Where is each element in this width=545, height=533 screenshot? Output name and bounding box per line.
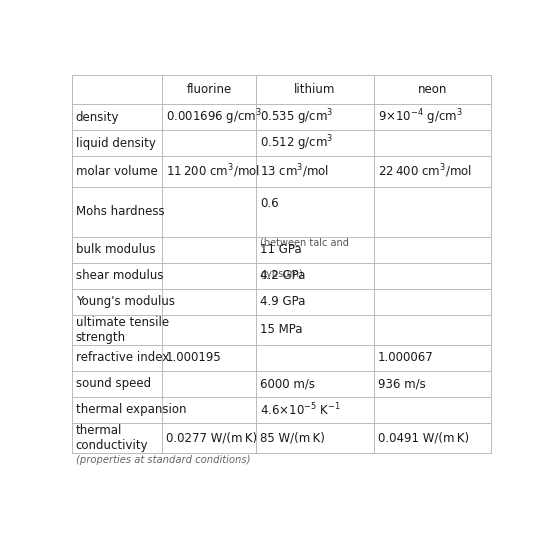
Text: 0.0277 W/(m K): 0.0277 W/(m K) <box>166 431 257 445</box>
Text: 4.9 GPa: 4.9 GPa <box>261 295 306 308</box>
Text: 0.512 g/cm$^3$: 0.512 g/cm$^3$ <box>261 134 334 153</box>
Text: lithium: lithium <box>294 84 336 96</box>
Text: 1.000067: 1.000067 <box>378 351 434 365</box>
Text: conductivity: conductivity <box>76 439 148 452</box>
Text: 15 MPa: 15 MPa <box>261 323 303 336</box>
Text: 13 cm$^3$/mol: 13 cm$^3$/mol <box>261 163 329 180</box>
Text: 4.2 GPa: 4.2 GPa <box>261 269 306 282</box>
Text: refractive index: refractive index <box>76 351 169 365</box>
Text: 1.000195: 1.000195 <box>166 351 222 365</box>
Text: (properties at standard conditions): (properties at standard conditions) <box>76 455 250 465</box>
Text: bulk modulus: bulk modulus <box>76 243 155 256</box>
Text: Young's modulus: Young's modulus <box>76 295 175 308</box>
Text: 0.535 g/cm$^3$: 0.535 g/cm$^3$ <box>261 108 334 127</box>
Text: 0.001696 g/cm$^3$: 0.001696 g/cm$^3$ <box>166 108 262 127</box>
Text: (between talc and: (between talc and <box>261 238 349 248</box>
Text: fluorine: fluorine <box>186 84 232 96</box>
Text: ultimate tensile: ultimate tensile <box>76 316 169 329</box>
Text: thermal: thermal <box>76 424 122 437</box>
Text: density: density <box>76 111 119 124</box>
Text: 0.0491 W/(m K): 0.0491 W/(m K) <box>378 431 469 445</box>
Text: strength: strength <box>76 331 126 344</box>
Text: gypsum): gypsum) <box>261 269 303 279</box>
Text: neon: neon <box>417 84 447 96</box>
Text: 4.6×10$^{-5}$ K$^{-1}$: 4.6×10$^{-5}$ K$^{-1}$ <box>261 401 341 418</box>
Text: 0.6: 0.6 <box>261 197 279 211</box>
Text: liquid density: liquid density <box>76 137 156 150</box>
Text: 85 W/(m K): 85 W/(m K) <box>261 431 325 445</box>
Text: Mohs hardness: Mohs hardness <box>76 205 165 218</box>
Text: thermal expansion: thermal expansion <box>76 403 186 416</box>
Text: 936 m/s: 936 m/s <box>378 377 426 390</box>
Text: 11 GPa: 11 GPa <box>261 243 302 256</box>
Text: 6000 m/s: 6000 m/s <box>261 377 316 390</box>
Text: shear modulus: shear modulus <box>76 269 164 282</box>
Text: 11 200 cm$^3$/mol: 11 200 cm$^3$/mol <box>166 163 260 180</box>
Text: 9×10$^{-4}$ g/cm$^3$: 9×10$^{-4}$ g/cm$^3$ <box>378 108 463 127</box>
Text: sound speed: sound speed <box>76 377 151 390</box>
Text: 22 400 cm$^3$/mol: 22 400 cm$^3$/mol <box>378 163 472 180</box>
Text: molar volume: molar volume <box>76 165 158 178</box>
